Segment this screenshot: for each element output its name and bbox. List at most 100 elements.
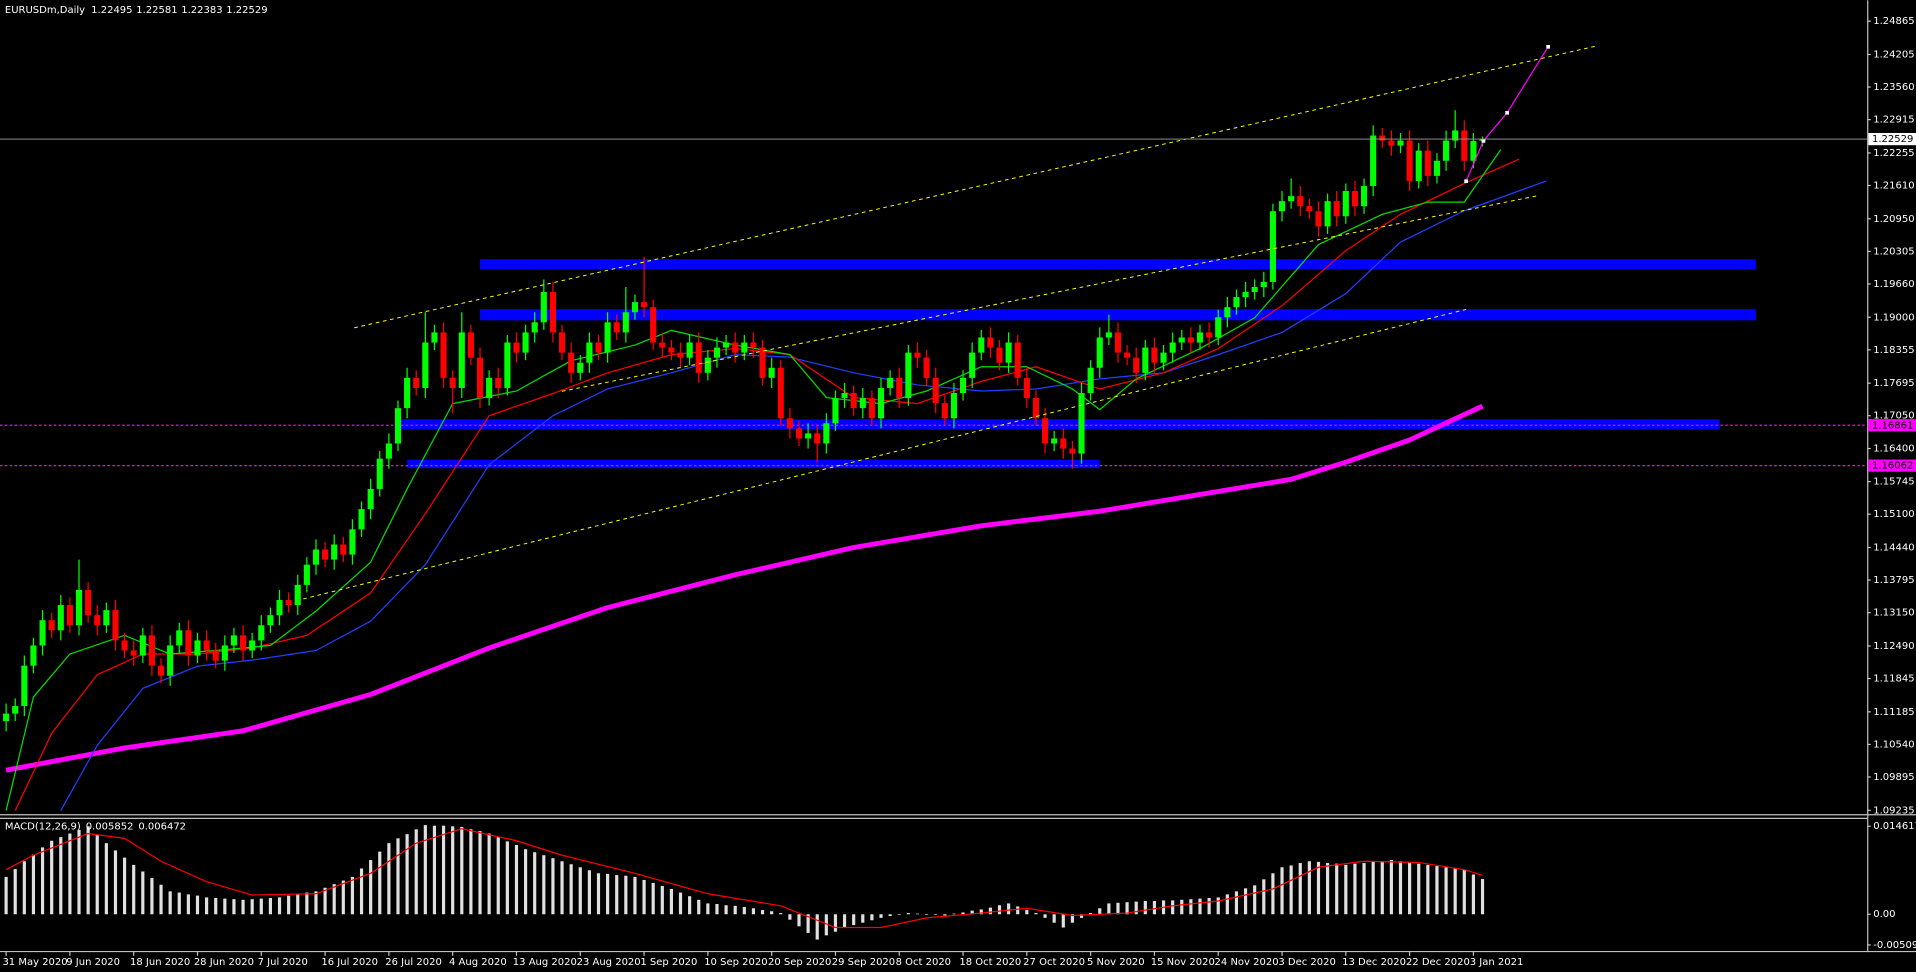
candle-body [531,322,538,333]
macd-bar [31,854,36,915]
candle-body [394,408,402,444]
macd-bar [542,855,546,915]
macd-bar [624,875,628,915]
macd-bar [50,840,54,915]
macd-bar [879,914,883,918]
macd-bar [742,907,746,915]
macd-bar [651,882,655,915]
macd-bar [487,833,491,915]
macd-bar [770,911,774,915]
macd-bar [578,867,582,915]
candle-body [413,377,420,388]
candle-body [349,529,356,555]
macd-bar [460,826,464,915]
candle-body [896,377,903,399]
candle-body [57,605,64,631]
macd-bar [59,837,63,915]
macd-bar [569,864,573,915]
candle-body [887,377,894,388]
macd-bar [314,891,318,915]
signal-value: 0.006472 [138,821,186,832]
x-tick-label: 13 Dec 2020 [1342,957,1406,968]
candle-body [276,600,283,616]
moving-average [5,403,1484,773]
candle-body [458,332,465,388]
candle-body [1297,196,1304,207]
macd-bar [168,891,172,915]
x-tick-label: 27 Oct 2020 [1023,957,1085,968]
macd-bar [706,903,710,915]
macd-bar [1134,901,1138,915]
macd-bar [296,894,300,915]
x-tick-label: 10 Sep 2020 [704,957,767,968]
candle-body [1424,150,1431,176]
macd-bar [952,913,956,915]
x-tick-label: 3 Dec 2020 [1278,957,1336,968]
candle-body [987,337,994,348]
x-tick-label: 5 Nov 2020 [1087,957,1145,968]
candle-body [1443,140,1450,161]
y-tick-label: 1.23560 [1873,82,1914,93]
macd-bar [1262,879,1266,915]
candle-body [1306,206,1313,212]
x-tick-label: 9 Jun 2020 [66,957,120,968]
candle-body [923,357,930,378]
high-value: 1.22581 [136,5,177,16]
macd-bar [1180,899,1184,915]
candle-body [750,342,757,348]
macd-bar [387,843,391,915]
y-tick-label: 1.24865 [1873,16,1914,27]
candle-body [12,706,19,714]
candle-body [704,357,711,373]
macd-bar [751,908,756,915]
candle-body [759,347,766,378]
macd-bar [688,896,692,915]
macd-bar [1280,867,1284,915]
candle-body [112,610,119,641]
candle-body [185,630,192,656]
candle-body [996,347,1003,363]
macd-bar [268,897,272,915]
candle-body [1133,357,1140,373]
candle-body [1196,332,1204,343]
candle-body [303,564,310,585]
macd-bar [596,873,601,915]
macd-bar [241,899,245,915]
candle-body [832,398,839,424]
macd-y-tick-label: 0.00 [1873,909,1895,920]
candle-body [513,342,520,353]
candle-body [385,443,392,459]
macd-bar [733,905,737,915]
y-tick-label: 1.18355 [1873,345,1914,356]
candle-body [568,352,575,373]
macd-bar [970,910,974,915]
candle-body [1251,286,1258,293]
x-tick-label: 29 Sep 2020 [832,957,895,968]
macd-bar [642,879,646,915]
macd-bar [1462,869,1466,915]
macd-bar [250,899,254,915]
candle-body [422,342,429,388]
macd-bar [1435,866,1439,915]
macd-bar [1043,914,1047,918]
candle-body [959,377,967,394]
macd-bar [934,914,938,915]
y-tick-label: 1.16400 [1873,444,1914,455]
macd-bar [1207,897,1211,915]
candle-body [1470,141,1477,161]
candle-body [48,620,55,631]
macd-bar [715,904,719,915]
candle-body [1342,191,1349,217]
macd-bar [40,847,45,915]
candle-body [486,377,493,399]
candle-body [850,393,857,409]
candle-body [1388,140,1395,146]
projection-point [1546,44,1550,49]
zone [480,259,1756,270]
projection-line [1465,46,1549,182]
macd-bar [1107,903,1111,915]
macd-bar [842,914,847,928]
candle-body [668,347,675,353]
candle-body [85,589,92,616]
macd-bar [1079,914,1084,918]
